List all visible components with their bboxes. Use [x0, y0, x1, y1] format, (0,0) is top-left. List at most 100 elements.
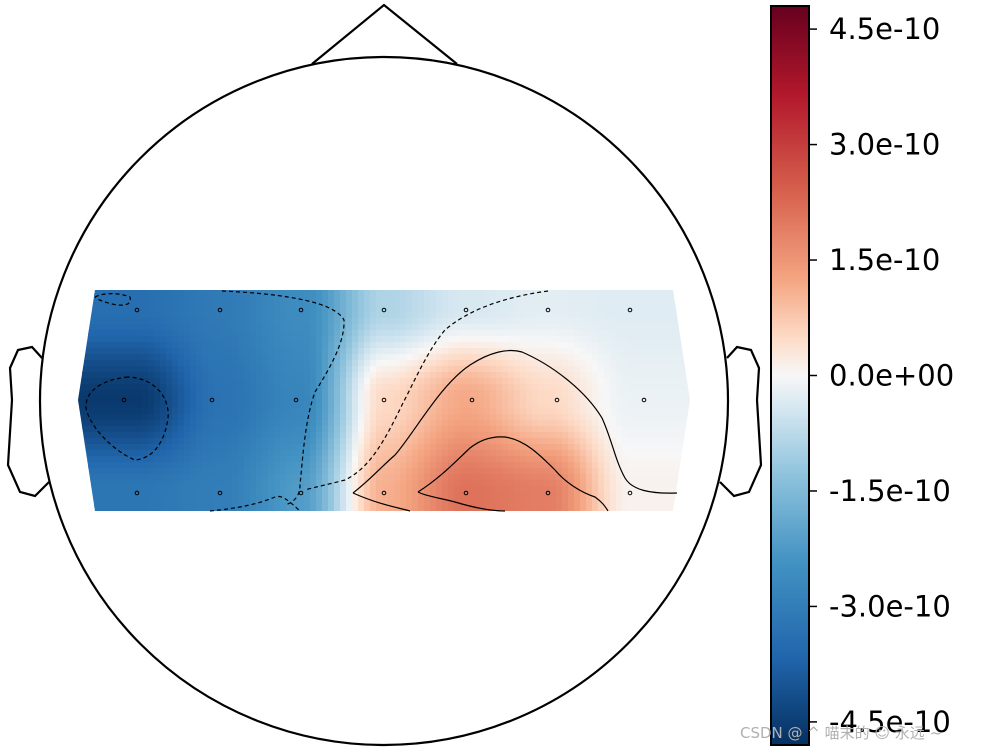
heat-cell [82, 384, 89, 391]
heat-cell [520, 354, 527, 361]
heat-cell [220, 348, 227, 355]
heat-cell [124, 342, 131, 349]
heat-cell [244, 426, 251, 433]
heat-cell [358, 432, 365, 439]
heat-cell [244, 474, 251, 481]
heat-cell [592, 324, 599, 331]
heat-cell [130, 396, 137, 403]
heat-cell [544, 300, 551, 307]
heat-cell [400, 432, 407, 439]
heat-cell [250, 462, 257, 469]
heat-cell [118, 372, 125, 379]
heat-cell [370, 480, 377, 487]
heat-cell [622, 384, 629, 391]
heat-cell [364, 420, 371, 427]
heat-cell [208, 290, 215, 295]
heat-cell [580, 438, 587, 445]
heat-cell [580, 498, 587, 505]
heat-cell [262, 432, 269, 439]
heat-cell [274, 414, 281, 421]
heat-cell [274, 384, 281, 391]
heat-cell [256, 342, 263, 349]
heat-cell [676, 402, 683, 409]
heat-cell [262, 498, 269, 505]
heat-cell [262, 384, 269, 391]
heat-cell [640, 456, 647, 463]
heat-cell [172, 456, 179, 463]
heat-cell [580, 480, 587, 487]
heat-cell [316, 312, 323, 319]
heat-cell [628, 360, 635, 367]
heat-cell [124, 290, 131, 295]
heat-cell [514, 360, 521, 367]
heat-cell [124, 444, 131, 451]
heat-cell [682, 312, 689, 319]
heat-cell [238, 414, 245, 421]
heat-cell [478, 294, 485, 301]
heat-cell [544, 348, 551, 355]
heat-cell [610, 468, 617, 475]
heat-cell [544, 354, 551, 361]
heat-cell [406, 312, 413, 319]
heat-cell [196, 438, 203, 445]
heat-cell [688, 498, 690, 505]
heat-cell [550, 336, 557, 343]
heat-cell [94, 420, 101, 427]
heat-cell [472, 450, 479, 457]
heat-cell [454, 306, 461, 313]
heat-cell [496, 480, 503, 487]
heat-cell [574, 450, 581, 457]
heat-cell [382, 312, 389, 319]
heat-cell [328, 414, 335, 421]
heat-cell [676, 306, 683, 313]
heat-cell [292, 360, 299, 367]
heat-cell [136, 354, 143, 361]
heat-cell [568, 342, 575, 349]
heat-cell [178, 498, 185, 505]
heat-cell [502, 420, 509, 427]
heat-cell [676, 290, 683, 295]
heat-cell [604, 384, 611, 391]
heat-cell [586, 480, 593, 487]
heat-cell [622, 312, 629, 319]
heat-cell [676, 318, 683, 325]
heat-cell [328, 306, 335, 313]
heat-cell [394, 300, 401, 307]
heat-cell [604, 312, 611, 319]
heat-cell [532, 456, 539, 463]
heat-cell [580, 456, 587, 463]
heat-cell [142, 330, 149, 337]
heat-cell [268, 408, 275, 415]
heat-cell [298, 408, 305, 415]
heat-cell [262, 492, 269, 499]
heat-cell [652, 354, 659, 361]
heat-cell [112, 306, 119, 313]
heat-cell [526, 324, 533, 331]
heat-cell [562, 468, 569, 475]
heat-cell [688, 390, 690, 397]
heat-cell [514, 384, 521, 391]
heat-cell [310, 336, 317, 343]
heat-cell [220, 360, 227, 367]
heat-cell [364, 414, 371, 421]
heat-cell [142, 438, 149, 445]
heat-cell [664, 342, 671, 349]
heat-cell [322, 290, 329, 295]
heat-cell [304, 462, 311, 469]
heat-cell [646, 324, 653, 331]
heat-cell [280, 354, 287, 361]
heat-cell [244, 456, 251, 463]
heat-cell [106, 492, 113, 499]
heat-cell [106, 456, 113, 463]
heat-cell [78, 408, 83, 415]
heat-cell [460, 474, 467, 481]
heat-cell [646, 372, 653, 379]
heat-cell [496, 408, 503, 415]
heat-cell [424, 390, 431, 397]
heat-cell [364, 504, 371, 511]
heat-cell [538, 348, 545, 355]
heat-cell [78, 456, 83, 463]
heat-cell [550, 510, 557, 511]
heat-cell [346, 396, 353, 403]
heat-cell [634, 336, 641, 343]
